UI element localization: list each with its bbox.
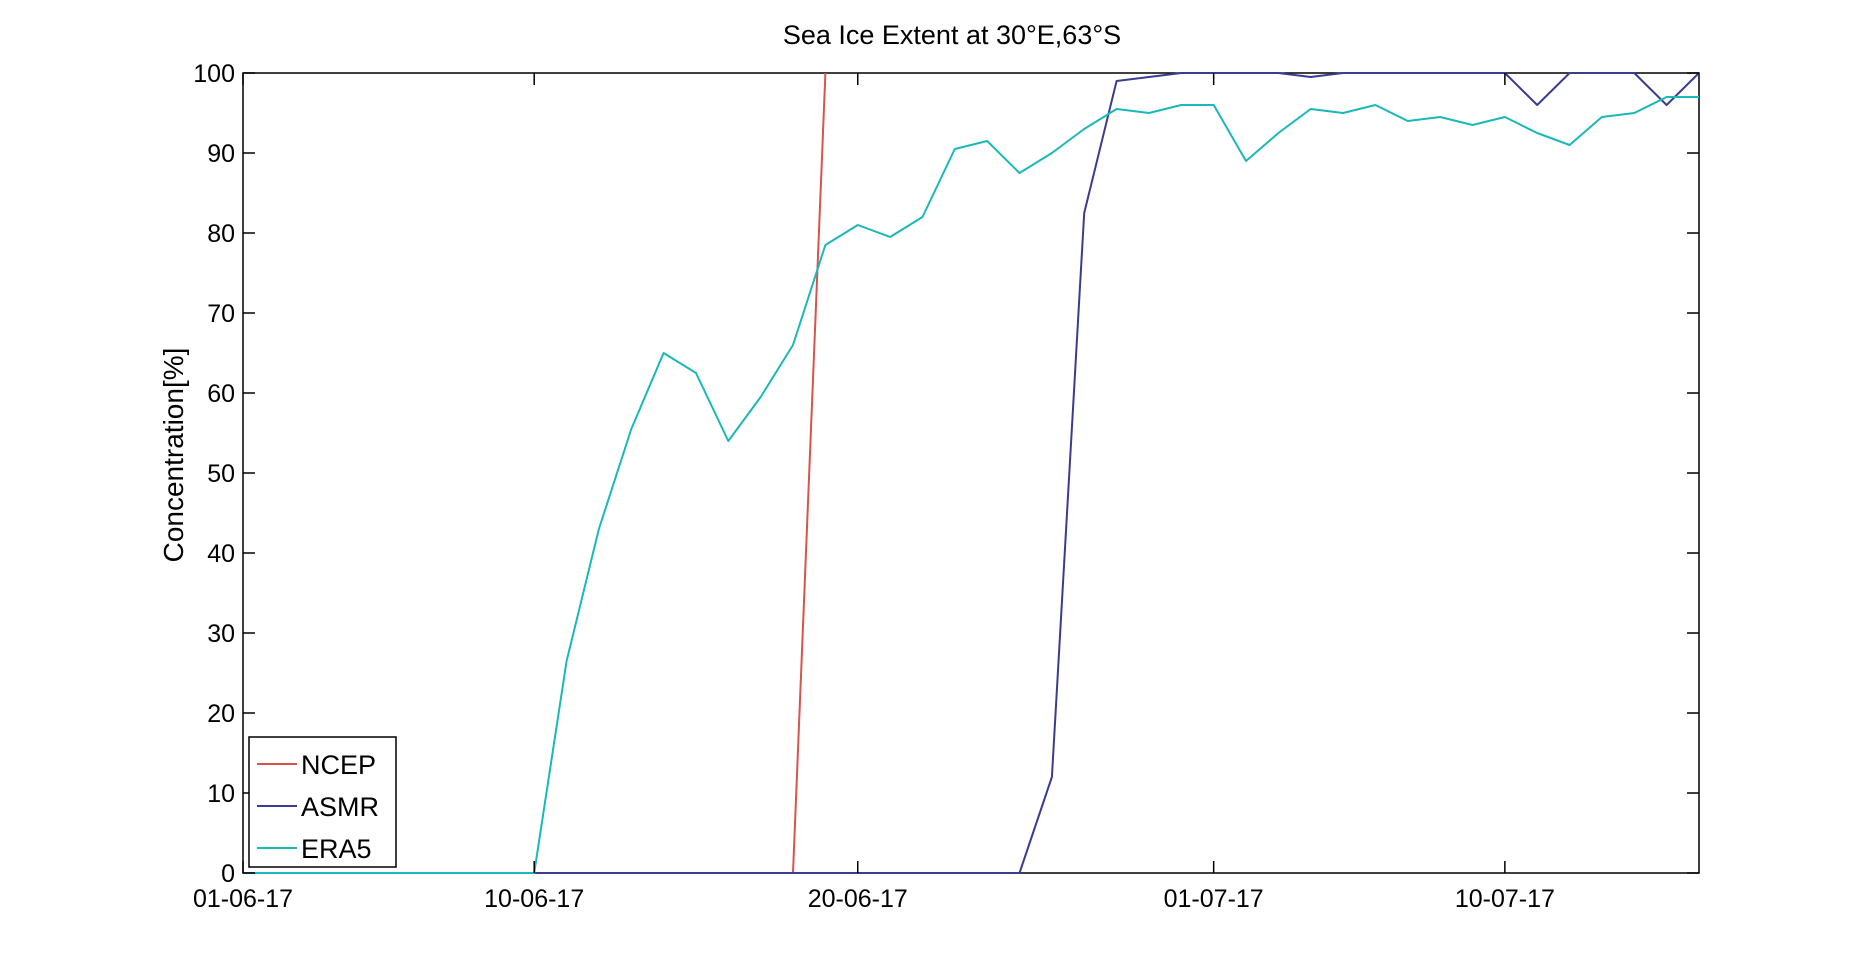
series-line-era5 — [243, 96, 1699, 874]
x-tick-label: 10-07-17 — [1455, 885, 1555, 913]
y-tick-label: 10 — [207, 780, 235, 808]
legend-label-era5: ERA5 — [301, 834, 372, 864]
y-tick-label: 60 — [207, 380, 235, 408]
x-tick-label: 01-06-17 — [193, 885, 293, 913]
series-line-asmr — [243, 72, 1699, 874]
y-tick-label: 90 — [207, 140, 235, 168]
legend: NCEP ASMR ERA5 — [248, 736, 397, 868]
y-tick-label: 40 — [207, 540, 235, 568]
y-tick-label: 0 — [221, 860, 235, 888]
legend-label-asmr: ASMR — [301, 792, 379, 822]
y-tick-label: 80 — [207, 220, 235, 248]
x-tick-label: 10-06-17 — [484, 885, 584, 913]
y-tick-label: 70 — [207, 300, 235, 328]
y-axis-label: Concentration[%] — [158, 348, 189, 563]
y-tick-label: 50 — [207, 460, 235, 488]
x-tick-label: 01-07-17 — [1164, 885, 1264, 913]
legend-label-ncep: NCEP — [301, 750, 376, 780]
y-tick-label: 20 — [207, 700, 235, 728]
x-tick-label: 20-06-17 — [808, 885, 908, 913]
x-axis: 01-06-17 10-06-17 20-06-17 01-07-17 10-07-17 — [193, 73, 1555, 913]
chart-title: Sea Ice Extent at 30°E,63°S — [783, 20, 1121, 50]
legend-box — [248, 736, 397, 868]
plot-area — [242, 72, 1700, 874]
plot-frame — [242, 72, 1700, 874]
y-tick-label: 100 — [193, 60, 235, 88]
y-tick-label: 30 — [207, 620, 235, 648]
series-group — [243, 72, 1699, 874]
y-axis: 0 10 20 30 40 50 60 70 80 90 100 — [193, 60, 1699, 888]
